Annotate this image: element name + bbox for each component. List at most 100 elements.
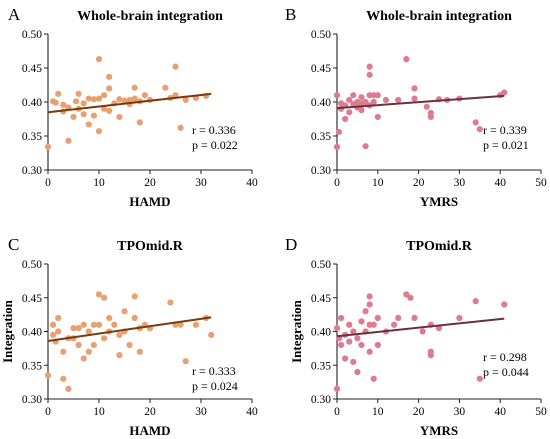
data-point	[101, 92, 108, 99]
data-point	[370, 321, 377, 328]
data-point	[116, 331, 123, 338]
data-point	[358, 107, 365, 114]
chart-title: TPOmid.R	[406, 239, 473, 254]
data-point	[456, 314, 463, 322]
data-point	[55, 328, 62, 335]
y-tick-label: 0.40	[22, 327, 42, 339]
data-point	[126, 341, 133, 349]
data-point	[121, 97, 128, 104]
y-tick-label: 0.40	[311, 97, 331, 109]
data-point	[95, 321, 103, 328]
data-point	[44, 143, 52, 150]
data-point	[350, 358, 357, 365]
panel-letter: B	[285, 5, 296, 24]
data-point	[358, 94, 365, 101]
data-point	[362, 143, 369, 150]
p-value: p = 0.021	[483, 138, 529, 152]
data-point	[333, 325, 341, 332]
data-point	[391, 321, 398, 328]
chart-panel-b: B Whole-brain integration 0.30 0.35 0.40 0.45…	[285, 5, 547, 209]
y-tick-label: 0.35	[22, 360, 42, 372]
data-point	[50, 321, 57, 328]
data-point	[374, 314, 381, 322]
x-tick-label: 0	[334, 177, 340, 189]
data-point	[358, 341, 365, 349]
data-point	[101, 105, 108, 112]
data-point	[75, 90, 82, 97]
data-point	[177, 124, 184, 131]
data-point	[95, 95, 103, 102]
data-point	[346, 321, 353, 328]
panel-letter: A	[8, 5, 21, 24]
data-point	[95, 56, 103, 63]
y-tick-label: 0.50	[22, 29, 42, 41]
data-point	[55, 314, 62, 322]
data-point	[411, 85, 418, 92]
data-point	[403, 56, 410, 63]
y-axis-title: Integration	[0, 299, 15, 363]
data-point	[337, 314, 345, 322]
data-point	[80, 111, 87, 118]
data-point	[382, 96, 390, 104]
r-value: r = 0.298	[483, 350, 527, 364]
data-point	[90, 321, 97, 328]
x-tick-label: 50	[535, 177, 547, 189]
y-tick-label: 0.35	[311, 360, 331, 372]
data-point	[106, 85, 113, 92]
data-point	[106, 107, 113, 114]
data-point	[411, 95, 418, 102]
chart-title: Whole-brain integration	[77, 9, 223, 24]
data-point	[423, 103, 430, 110]
y-tick-label: 0.35	[22, 131, 42, 143]
y-tick-label: 0.35	[311, 131, 331, 143]
x-axis-title: YMRS	[420, 423, 458, 438]
r-value: r = 0.333	[192, 364, 236, 378]
data-point	[350, 328, 357, 335]
data-point	[55, 90, 62, 97]
x-axis-title: YMRS	[420, 194, 458, 209]
data-point	[370, 98, 377, 106]
p-value: p = 0.024	[192, 379, 238, 393]
data-point	[72, 98, 80, 105]
data-point	[366, 348, 373, 355]
data-point	[419, 328, 426, 335]
chart-title: TPOmid.R	[117, 239, 184, 254]
x-tick-label: 0	[334, 406, 340, 418]
y-tick-label: 0.50	[22, 259, 42, 271]
x-tick-label: 30	[195, 177, 207, 189]
data-point	[192, 321, 199, 328]
data-point	[44, 372, 52, 379]
data-point	[101, 294, 108, 301]
data-point	[75, 325, 82, 332]
y-tick-label: 0.45	[311, 293, 331, 305]
x-tick-label: 0	[45, 177, 51, 189]
data-point	[337, 341, 345, 349]
y-tick-label: 0.30	[311, 394, 331, 406]
data-point	[131, 84, 138, 91]
data-point	[90, 96, 97, 103]
y-tick-label: 0.50	[311, 259, 331, 271]
data-point	[85, 348, 92, 355]
x-tick-label: 20	[144, 177, 156, 189]
data-point	[111, 321, 118, 328]
data-point	[370, 375, 377, 382]
y-tick-label: 0.40	[22, 97, 42, 109]
p-value: p = 0.044	[483, 365, 529, 379]
data-point	[366, 71, 373, 78]
data-point	[342, 115, 349, 123]
data-point	[374, 113, 381, 121]
data-point	[346, 109, 353, 116]
data-point	[60, 101, 67, 108]
data-point	[52, 99, 59, 106]
data-point	[75, 341, 82, 349]
data-point	[182, 96, 189, 104]
data-point	[342, 355, 349, 362]
data-point	[80, 100, 87, 107]
data-point	[131, 314, 138, 322]
data-point	[346, 96, 353, 104]
regression-line	[47, 92, 212, 114]
chart-title: Whole-brain integration	[366, 9, 512, 24]
data-point	[411, 314, 418, 322]
r-value: r = 0.339	[483, 123, 527, 137]
x-axis-title: HAMD	[129, 194, 170, 209]
